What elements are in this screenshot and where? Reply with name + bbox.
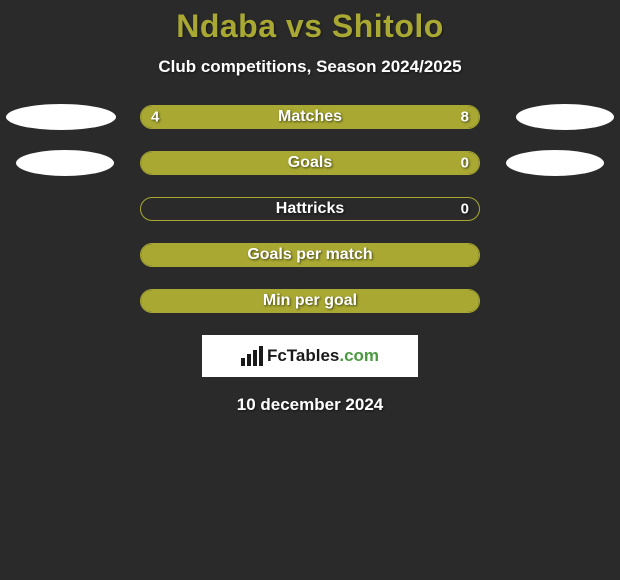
bar-track: Hattricks 0 — [140, 197, 480, 221]
bar-label: Matches — [278, 108, 342, 126]
bar-track: Goals per match — [140, 243, 480, 267]
player-left-ellipse — [16, 150, 114, 176]
brand-logo: FcTables.com — [202, 335, 418, 377]
bar-label: Goals per match — [247, 246, 372, 264]
brand-name: FcTables.com — [267, 346, 379, 366]
bar-label: Hattricks — [276, 200, 344, 218]
stat-row-hattricks: Hattricks 0 — [0, 197, 620, 221]
stat-row-matches: 4 Matches 8 — [0, 105, 620, 129]
stat-row-min-per-goal: Min per goal — [0, 289, 620, 313]
bar-track: Min per goal — [140, 289, 480, 313]
player-right-ellipse — [516, 104, 614, 130]
date-label: 10 december 2024 — [0, 395, 620, 415]
value-right: 0 — [461, 155, 469, 172]
value-right: 8 — [461, 109, 469, 126]
comparison-infographic: Ndaba vs Shitolo Club competitions, Seas… — [0, 0, 620, 415]
value-right: 0 — [461, 201, 469, 218]
bar-chart-icon — [241, 346, 263, 366]
player-left-ellipse — [6, 104, 116, 130]
bar-track: 4 Matches 8 — [140, 105, 480, 129]
stat-row-goals: Goals 0 — [0, 151, 620, 175]
value-left: 4 — [151, 109, 159, 126]
player-right-ellipse — [506, 150, 604, 176]
bar-track: Goals 0 — [140, 151, 480, 175]
stat-rows: 4 Matches 8 Goals 0 Hattricks 0 — [0, 105, 620, 313]
bar-label: Min per goal — [263, 292, 357, 310]
stat-row-goals-per-match: Goals per match — [0, 243, 620, 267]
bar-label: Goals — [288, 154, 332, 172]
page-title: Ndaba vs Shitolo — [0, 8, 620, 45]
subtitle: Club competitions, Season 2024/2025 — [0, 57, 620, 77]
